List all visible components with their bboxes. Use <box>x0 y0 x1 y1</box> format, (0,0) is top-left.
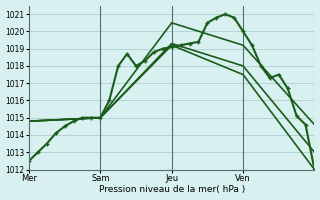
X-axis label: Pression niveau de la mer( hPa ): Pression niveau de la mer( hPa ) <box>99 185 245 194</box>
